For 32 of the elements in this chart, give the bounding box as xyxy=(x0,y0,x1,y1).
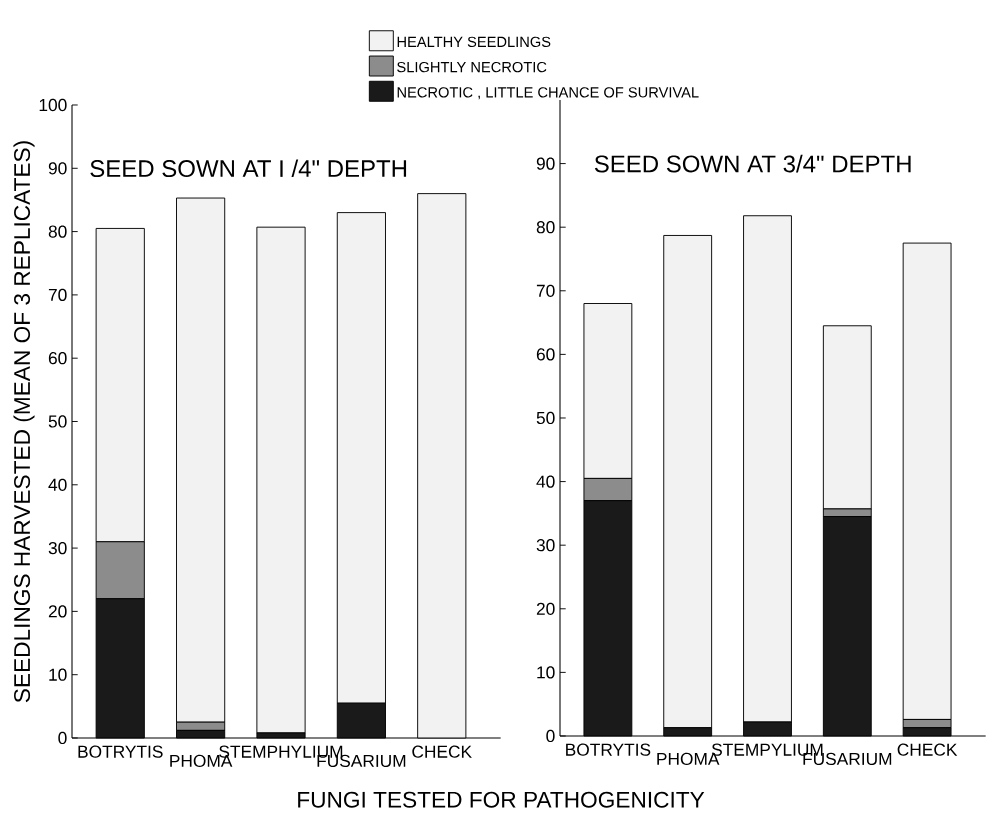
y-axis-title: SEEDLINGS HARVESTED (MEAN OF 3 REPLICATES) xyxy=(13,141,35,703)
y-tick-label: 20 xyxy=(536,602,555,615)
y-tick-label: 70 xyxy=(48,288,67,302)
x-tick-label: CHECK xyxy=(897,743,958,756)
y-tick-label: 40 xyxy=(48,478,67,491)
legend-label: NECROTIC , LITTLE CHANCE OF SURVIVAL xyxy=(397,87,699,100)
y-tick-label: 100 xyxy=(39,98,67,112)
y-tick-label: 80 xyxy=(48,225,67,238)
y-tick-label: 50 xyxy=(48,415,67,428)
text: SEED SOWN AT 3/4" DEPTH xyxy=(594,154,911,173)
y-tick-label: 10 xyxy=(537,666,555,679)
y-tick-label: 0 xyxy=(546,729,555,743)
y-tick-label: 30 xyxy=(536,539,555,552)
x-tick-label: BOTRYTIS xyxy=(78,745,163,758)
y-tick-label: 40 xyxy=(536,475,555,488)
y-tick-label: 30 xyxy=(48,541,67,555)
x-tick-label: BOTRYTIS xyxy=(566,743,651,756)
text: SEED SOWN AT I /4" DEPTH xyxy=(90,159,407,178)
y-tick-label: 10 xyxy=(49,668,67,681)
x-tick-label: CHECK xyxy=(412,745,472,758)
y-tick-label: 20 xyxy=(48,605,67,618)
y-tick-label: 70 xyxy=(536,284,555,297)
y-tick-label: 90 xyxy=(536,157,555,170)
y-tick-label: 50 xyxy=(536,411,555,425)
legend-label: HEALTHY SEEDLINGS xyxy=(397,36,551,48)
y-tick-label: 80 xyxy=(536,221,555,234)
y-tick-label: 60 xyxy=(536,348,555,361)
legend-label: SLIGHTLY NECROTIC xyxy=(397,61,547,73)
x-axis-title: FUNGI TESTED FOR PATHOGENICITY xyxy=(298,791,705,808)
y-tick-label: 0 xyxy=(58,731,67,745)
y-tick-label: 60 xyxy=(48,352,67,365)
y-tick-label: 90 xyxy=(48,162,67,175)
